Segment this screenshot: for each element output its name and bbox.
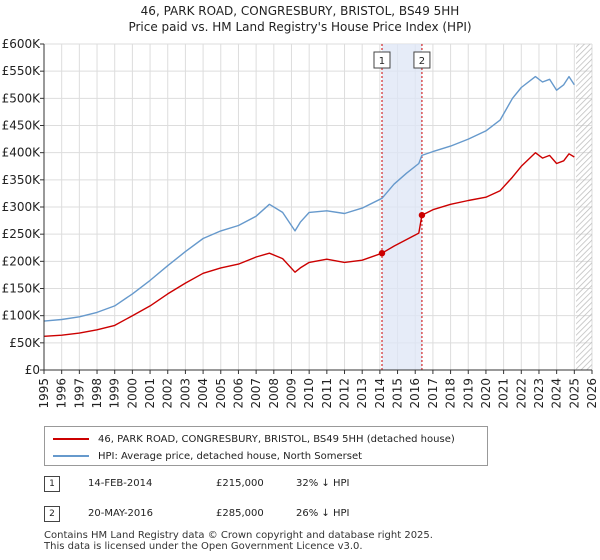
y-tick-label: £200K [2, 254, 42, 268]
y-tick-label: £450K [2, 119, 42, 133]
event-label-box: 1 [373, 51, 391, 69]
legend-swatch-hpi [53, 455, 89, 457]
legend-swatch-property [53, 438, 89, 440]
footer: Contains HM Land Registry data © Crown c… [44, 530, 433, 552]
chart-title-line1: 46, PARK ROAD, CONGRESBURY, BRISTOL, BS4… [140, 4, 460, 18]
axes: £0 £50K £100K £150K £200K £250K £300K £350K £400… [2, 37, 599, 409]
event-point [378, 249, 386, 257]
x-tick-label: 2025 [567, 378, 581, 409]
x-tick-label: 2011 [320, 378, 334, 409]
grid [43, 43, 593, 371]
future-hatch [576, 44, 592, 370]
y-tick-label: £350K [2, 173, 42, 187]
transaction-hpi-diff: 26% ↓ HPI [296, 508, 350, 519]
y-tick-label: £150K [2, 282, 42, 296]
y-tick-label: £400K [2, 146, 42, 160]
y-tick-label: £550K [2, 64, 42, 78]
x-tick-label: 2010 [302, 378, 316, 409]
y-tick-label: £0 [25, 363, 40, 377]
x-tick-label: 2018 [444, 378, 458, 409]
event-label-box: 2 [413, 51, 431, 69]
y-tick-label: £100K [2, 309, 42, 323]
transaction-hpi-diff: 32% ↓ HPI [296, 478, 350, 489]
transaction-row: 1 14-FEB-2014 £215,000 32% ↓ HPI [44, 476, 464, 494]
transaction-price: £215,000 [216, 478, 264, 489]
event-box [373, 51, 391, 69]
y-tick-label: £500K [2, 91, 42, 105]
event-label: 1 [379, 56, 385, 67]
x-tick-label: 1997 [72, 378, 86, 409]
x-tick-label: 2021 [497, 378, 511, 409]
x-tick-label: 2020 [479, 378, 493, 409]
legend-item-property: 46, PARK ROAD, CONGRESBURY, BRISTOL, BS4… [53, 431, 455, 447]
shaded-period-band [381, 44, 422, 370]
x-tick-label: 1996 [55, 378, 69, 409]
transaction-badge: 1 [44, 476, 60, 492]
x-tick-label: 2024 [550, 378, 564, 409]
x-tick-label: 2013 [355, 378, 369, 409]
event-box [413, 51, 431, 69]
y-tick-label: £250K [2, 227, 42, 241]
x-tick-label: 2001 [143, 378, 157, 409]
x-tick-label: 2014 [373, 378, 387, 409]
x-tick-label: 2012 [338, 378, 352, 409]
chart-title-line2: Price paid vs. HM Land Registry's House … [128, 20, 472, 34]
y-tick-label: £300K [2, 200, 42, 214]
x-tick-label: 2009 [284, 378, 298, 409]
x-tick-label: 2007 [249, 378, 263, 409]
transaction-badge: 2 [44, 506, 60, 522]
legend-item-hpi: HPI: Average price, detached house, Nort… [53, 448, 362, 464]
x-tick-label: 2002 [161, 378, 175, 409]
x-tick-label: 2000 [125, 378, 139, 409]
y-tick-label: £50K [9, 336, 41, 350]
x-tick-label: 2023 [532, 378, 546, 409]
x-tick-label: 2003 [178, 378, 192, 409]
footer-line2: This data is licensed under the Open Gov… [44, 541, 363, 552]
hpi-line [43, 75, 575, 322]
transaction-price: £285,000 [216, 508, 264, 519]
transaction-date: 20-MAY-2016 [88, 508, 154, 519]
x-tick-label: 2004 [196, 378, 210, 409]
transaction-date: 14-FEB-2014 [88, 478, 153, 489]
event-point [418, 211, 426, 219]
series-lines [43, 75, 575, 337]
shaded-period [381, 44, 592, 370]
x-tick-label: 2017 [426, 378, 440, 409]
transaction-row: 2 20-MAY-2016 £285,000 26% ↓ HPI [44, 506, 464, 524]
y-tick-label: £600K [2, 37, 42, 51]
property-price-line [43, 151, 575, 337]
x-tick-label: 1999 [108, 378, 122, 409]
x-tick-label: 2005 [214, 378, 228, 409]
x-tick-label: 1998 [90, 378, 104, 409]
x-tick-label: 2016 [408, 378, 422, 409]
legend: 46, PARK ROAD, CONGRESBURY, BRISTOL, BS4… [44, 426, 488, 466]
x-tick-label: 2022 [514, 378, 528, 409]
x-tick-label: 2015 [391, 378, 405, 409]
legend-label-property: 46, PARK ROAD, CONGRESBURY, BRISTOL, BS4… [98, 433, 455, 445]
x-tick-label: 2019 [461, 378, 475, 409]
x-tick-label: 2008 [267, 378, 281, 409]
legend-label-hpi: HPI: Average price, detached house, Nort… [98, 450, 363, 462]
footer-line1: Contains HM Land Registry data © Crown c… [44, 530, 433, 541]
x-tick-label: 2006 [231, 378, 245, 409]
x-tick-label: 1995 [37, 378, 51, 409]
x-tick-label: 2026 [585, 378, 599, 409]
event-label: 2 [419, 56, 425, 67]
